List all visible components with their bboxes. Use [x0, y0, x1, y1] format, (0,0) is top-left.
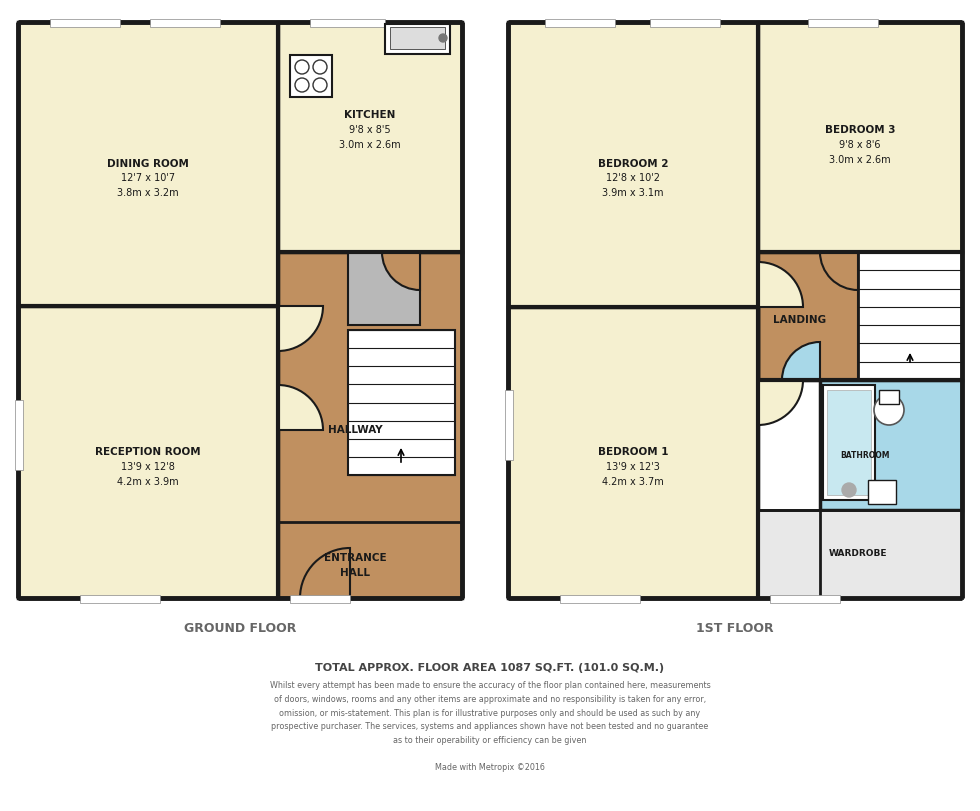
Wedge shape [300, 548, 350, 598]
Text: Made with Metropix ©2016: Made with Metropix ©2016 [435, 763, 545, 773]
Text: ENTRANCE: ENTRANCE [323, 553, 386, 563]
Text: TOTAL APPROX. FLOOR AREA 1087 SQ.FT. (101.0 SQ.M.): TOTAL APPROX. FLOOR AREA 1087 SQ.FT. (10… [316, 663, 664, 673]
Bar [858, 252, 962, 380]
Bar [348, 252, 420, 325]
Bar [290, 595, 350, 603]
Text: HALLWAY: HALLWAY [327, 425, 382, 435]
Bar [823, 385, 875, 500]
Bar [758, 252, 962, 380]
Bar [50, 19, 120, 27]
Bar [310, 19, 385, 27]
Bar [770, 595, 840, 603]
Bar [18, 22, 278, 306]
Text: 4.2m x 3.9m: 4.2m x 3.9m [118, 477, 178, 487]
Bar [868, 480, 896, 504]
Text: BATHROOM: BATHROOM [840, 450, 890, 460]
Text: Whilst every attempt has been made to ensure the accuracy of the floor plan cont: Whilst every attempt has been made to en… [270, 680, 710, 745]
Wedge shape [782, 342, 820, 380]
Bar [545, 19, 615, 27]
Text: KITCHEN: KITCHEN [344, 110, 396, 120]
Bar [278, 252, 462, 598]
Wedge shape [382, 252, 420, 290]
Circle shape [842, 483, 856, 497]
Text: 13'9 x 12'8: 13'9 x 12'8 [122, 462, 175, 472]
Text: HALL: HALL [340, 568, 370, 578]
Bar [390, 27, 445, 49]
Wedge shape [758, 380, 803, 425]
Bar [505, 390, 513, 460]
Bar [808, 19, 878, 27]
Text: 9'8 x 8'5: 9'8 x 8'5 [349, 125, 391, 135]
Bar [385, 24, 450, 54]
Text: 3.9m x 3.1m: 3.9m x 3.1m [603, 188, 663, 198]
Bar [820, 380, 962, 510]
Bar [15, 400, 23, 470]
Text: 13'9 x 12'3: 13'9 x 12'3 [606, 462, 660, 472]
Text: 3.0m x 2.6m: 3.0m x 2.6m [829, 155, 891, 165]
Wedge shape [758, 262, 803, 307]
Bar [650, 19, 720, 27]
Bar [508, 22, 758, 307]
Wedge shape [278, 385, 323, 430]
Text: BEDROOM 1: BEDROOM 1 [598, 447, 668, 457]
Text: 12'8 x 10'2: 12'8 x 10'2 [606, 173, 660, 183]
Text: RECEPTION ROOM: RECEPTION ROOM [95, 447, 201, 457]
Circle shape [874, 395, 904, 425]
Bar [758, 22, 962, 252]
Bar [150, 19, 220, 27]
Bar [290, 55, 332, 97]
Text: 1ST FLOOR: 1ST FLOOR [696, 621, 774, 634]
Wedge shape [278, 306, 323, 351]
Text: WARDROBE: WARDROBE [829, 550, 887, 559]
Bar [278, 22, 462, 252]
Bar [18, 306, 278, 598]
Text: DINING ROOM: DINING ROOM [107, 159, 189, 169]
Text: 3.0m x 2.6m: 3.0m x 2.6m [339, 140, 401, 150]
Text: 9'8 x 8'6: 9'8 x 8'6 [839, 140, 881, 150]
Text: BEDROOM 2: BEDROOM 2 [598, 159, 668, 169]
Bar [80, 595, 160, 603]
Text: 4.2m x 3.7m: 4.2m x 3.7m [602, 477, 663, 487]
Text: 12'7 x 10'7: 12'7 x 10'7 [121, 173, 175, 183]
Bar [560, 595, 640, 603]
Bar [879, 390, 899, 404]
Bar [827, 390, 871, 495]
Text: LANDING: LANDING [773, 315, 826, 325]
Text: 3.8m x 3.2m: 3.8m x 3.2m [118, 188, 178, 198]
Bar [508, 307, 758, 598]
Bar [348, 330, 455, 475]
Circle shape [439, 34, 447, 42]
Text: GROUND FLOOR: GROUND FLOOR [184, 621, 296, 634]
Text: BEDROOM 3: BEDROOM 3 [825, 125, 896, 135]
Wedge shape [820, 252, 858, 290]
Bar [758, 510, 962, 598]
